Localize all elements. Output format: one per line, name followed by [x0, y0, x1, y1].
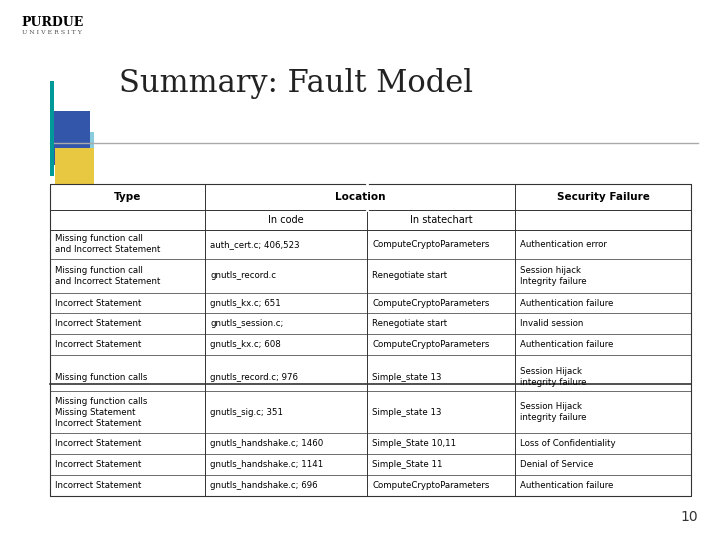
Text: gnutls_record.c; 976: gnutls_record.c; 976: [210, 373, 298, 382]
Text: gnutls_handshake.c; 1460: gnutls_handshake.c; 1460: [210, 439, 323, 448]
Text: Renegotiate start: Renegotiate start: [372, 271, 447, 280]
Text: gnutls_sig.c; 351: gnutls_sig.c; 351: [210, 408, 283, 417]
Text: Incorrect Statement: Incorrect Statement: [55, 299, 142, 308]
Text: gnutls_kx.c; 651: gnutls_kx.c; 651: [210, 299, 281, 308]
Text: Simple_state 13: Simple_state 13: [372, 373, 442, 382]
Text: ComputeCryptoParameters: ComputeCryptoParameters: [372, 340, 490, 349]
Text: Missing function calls: Missing function calls: [55, 373, 148, 382]
Bar: [50, 111, 90, 165]
Text: ComputeCryptoParameters: ComputeCryptoParameters: [372, 240, 490, 249]
Text: gnutls_kx.c; 608: gnutls_kx.c; 608: [210, 340, 281, 349]
Text: Authentication failure: Authentication failure: [520, 481, 613, 490]
Text: Summary: Fault Model: Summary: Fault Model: [119, 68, 473, 99]
Text: Incorrect Statement: Incorrect Statement: [55, 460, 142, 469]
Text: Location: Location: [335, 192, 385, 201]
Bar: [50, 184, 691, 496]
Text: U N I V E R S I T Y: U N I V E R S I T Y: [22, 30, 81, 35]
Text: Incorrect Statement: Incorrect Statement: [55, 319, 142, 328]
Text: Type: Type: [114, 192, 142, 201]
Text: gnutls_handshake.c; 1141: gnutls_handshake.c; 1141: [210, 460, 323, 469]
Text: Renegotiate start: Renegotiate start: [372, 319, 447, 328]
Text: In code: In code: [269, 215, 304, 225]
Text: Authentication error: Authentication error: [520, 240, 607, 249]
Text: Invalid session: Invalid session: [520, 319, 583, 328]
Text: Incorrect Statement: Incorrect Statement: [55, 439, 142, 448]
Text: Loss of Confidentiality: Loss of Confidentiality: [520, 439, 616, 448]
Text: Incorrect Statement: Incorrect Statement: [55, 340, 142, 349]
Text: Authentication failure: Authentication failure: [520, 340, 613, 349]
Text: Missing function call
and Incorrect Statement: Missing function call and Incorrect Stat…: [55, 266, 161, 286]
Text: gnutls_record.c: gnutls_record.c: [210, 271, 276, 280]
Text: Security Failure: Security Failure: [557, 192, 649, 201]
Text: Session hijack
Integrity failure: Session hijack Integrity failure: [520, 266, 587, 286]
Text: gnutls_session.c;: gnutls_session.c;: [210, 319, 284, 328]
Text: Missing function calls
Missing Statement
Incorrect Statement: Missing function calls Missing Statement…: [55, 397, 148, 428]
Text: Simple_State 11: Simple_State 11: [372, 460, 443, 469]
Text: Authentication failure: Authentication failure: [520, 299, 613, 308]
Text: Session Hijack
integrity failure: Session Hijack integrity failure: [520, 402, 586, 422]
Bar: [55, 148, 94, 186]
Bar: [50, 81, 54, 176]
Text: auth_cert.c; 406,523: auth_cert.c; 406,523: [210, 240, 300, 249]
Text: 10: 10: [681, 510, 698, 524]
Text: Missing function call
and Incorrect Statement: Missing function call and Incorrect Stat…: [55, 234, 161, 254]
Text: Denial of Service: Denial of Service: [520, 460, 593, 469]
Text: In statechart: In statechart: [410, 215, 472, 225]
Text: ComputeCryptoParameters: ComputeCryptoParameters: [372, 481, 490, 490]
Bar: [65, 132, 94, 176]
Text: Incorrect Statement: Incorrect Statement: [55, 481, 142, 490]
Text: Simple_state 13: Simple_state 13: [372, 408, 442, 417]
Text: gnutls_handshake.c; 696: gnutls_handshake.c; 696: [210, 481, 318, 490]
Text: PURDUE: PURDUE: [22, 16, 84, 29]
Text: Session Hijack
integrity failure: Session Hijack integrity failure: [520, 367, 586, 387]
Text: Simple_State 10,11: Simple_State 10,11: [372, 439, 456, 448]
Text: ComputeCryptoParameters: ComputeCryptoParameters: [372, 299, 490, 308]
